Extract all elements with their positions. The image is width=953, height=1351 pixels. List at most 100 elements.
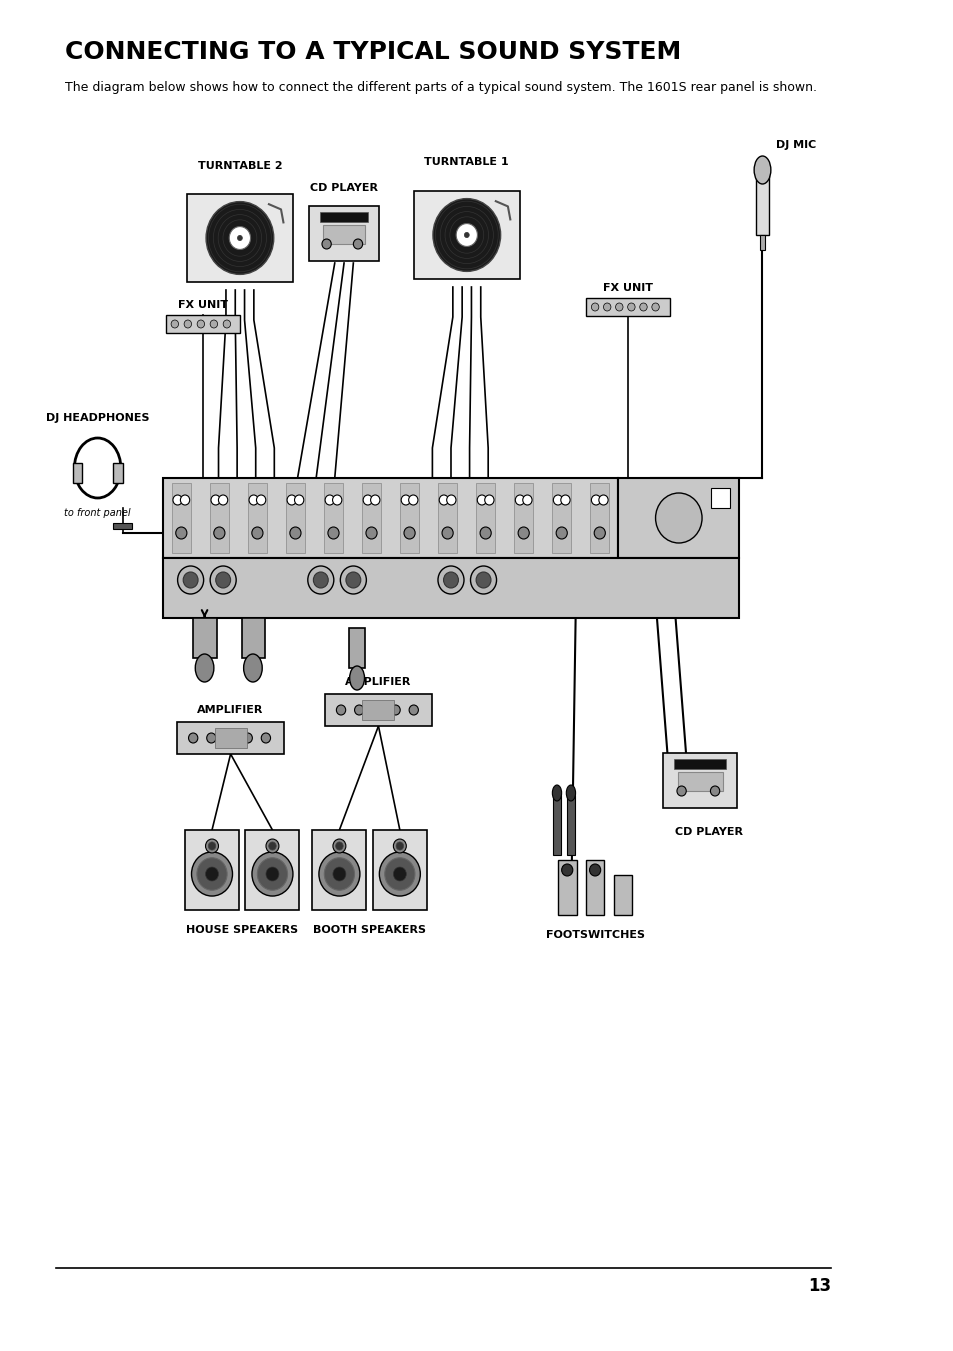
Circle shape — [333, 867, 346, 881]
Circle shape — [639, 303, 646, 311]
Text: CD PLAYER: CD PLAYER — [675, 827, 742, 838]
Circle shape — [710, 786, 719, 796]
Circle shape — [206, 201, 274, 274]
Circle shape — [553, 494, 562, 505]
Circle shape — [556, 527, 567, 539]
Bar — [319, 212, 368, 222]
Circle shape — [335, 842, 343, 850]
Bar — [759, 235, 764, 250]
Circle shape — [438, 494, 448, 505]
Text: TURNTABLE 2: TURNTABLE 2 — [197, 161, 282, 172]
Circle shape — [256, 494, 266, 505]
Circle shape — [353, 239, 362, 249]
Circle shape — [561, 865, 572, 875]
Bar — [437, 484, 456, 553]
Bar — [400, 484, 418, 553]
Circle shape — [318, 852, 359, 896]
Circle shape — [393, 867, 406, 881]
Text: CD PLAYER: CD PLAYER — [310, 182, 377, 193]
Circle shape — [515, 494, 524, 505]
Bar — [552, 484, 571, 553]
Circle shape — [355, 705, 363, 715]
Circle shape — [598, 494, 607, 505]
Ellipse shape — [243, 654, 262, 682]
Circle shape — [205, 867, 218, 881]
Text: The diagram below shows how to connect the different parts of a typical sound sy: The diagram below shows how to connect t… — [65, 81, 816, 95]
Circle shape — [189, 734, 197, 743]
Text: FX UNIT: FX UNIT — [602, 282, 652, 293]
Circle shape — [243, 734, 253, 743]
Bar — [711, 488, 729, 508]
Circle shape — [210, 320, 217, 328]
Circle shape — [441, 527, 453, 539]
Circle shape — [393, 839, 406, 852]
Ellipse shape — [566, 785, 575, 801]
Circle shape — [196, 858, 227, 890]
Circle shape — [321, 239, 331, 249]
Text: DJ MIC: DJ MIC — [776, 141, 816, 150]
Bar — [324, 484, 342, 553]
Circle shape — [261, 734, 271, 743]
Text: AMPLIFIER: AMPLIFIER — [197, 705, 264, 715]
Circle shape — [437, 566, 463, 594]
Circle shape — [328, 527, 338, 539]
Bar — [172, 484, 191, 553]
Circle shape — [252, 527, 263, 539]
Bar — [514, 484, 533, 553]
Ellipse shape — [349, 666, 364, 690]
Bar — [476, 484, 495, 553]
Circle shape — [373, 705, 381, 715]
Circle shape — [433, 199, 500, 272]
Ellipse shape — [195, 654, 213, 682]
Circle shape — [591, 494, 600, 505]
Circle shape — [346, 571, 360, 588]
Circle shape — [175, 527, 187, 539]
Text: 13: 13 — [807, 1277, 830, 1296]
Ellipse shape — [552, 785, 561, 801]
Bar — [163, 558, 739, 617]
Bar — [613, 875, 632, 915]
Circle shape — [336, 705, 345, 715]
Bar — [678, 771, 721, 790]
Circle shape — [395, 842, 403, 850]
Bar — [325, 694, 432, 725]
Circle shape — [476, 494, 486, 505]
Bar — [585, 299, 669, 316]
Circle shape — [603, 303, 610, 311]
Circle shape — [171, 320, 178, 328]
Circle shape — [324, 858, 355, 890]
Circle shape — [197, 320, 204, 328]
Circle shape — [408, 494, 417, 505]
Circle shape — [180, 494, 190, 505]
Circle shape — [184, 320, 192, 328]
Bar — [245, 830, 299, 911]
Circle shape — [215, 571, 231, 588]
Circle shape — [517, 527, 529, 539]
Bar — [185, 830, 239, 911]
Circle shape — [522, 494, 532, 505]
Bar — [187, 193, 293, 282]
Circle shape — [401, 494, 410, 505]
Bar — [177, 721, 284, 754]
Circle shape — [211, 494, 220, 505]
Bar — [163, 478, 618, 558]
Text: DJ HEADPHONES: DJ HEADPHONES — [46, 413, 150, 423]
Circle shape — [257, 858, 287, 890]
Text: FOOTSWITCHES: FOOTSWITCHES — [545, 929, 644, 940]
Circle shape — [484, 494, 494, 505]
Bar — [309, 205, 378, 261]
Circle shape — [183, 571, 198, 588]
Circle shape — [210, 566, 236, 594]
Bar — [755, 176, 768, 235]
Circle shape — [290, 527, 301, 539]
Circle shape — [456, 223, 476, 246]
Circle shape — [384, 858, 415, 890]
Bar — [585, 861, 604, 915]
Circle shape — [589, 865, 600, 875]
Circle shape — [218, 494, 228, 505]
Bar — [349, 628, 365, 667]
Circle shape — [192, 852, 233, 896]
Bar — [113, 523, 132, 530]
Circle shape — [225, 734, 233, 743]
Circle shape — [308, 566, 334, 594]
